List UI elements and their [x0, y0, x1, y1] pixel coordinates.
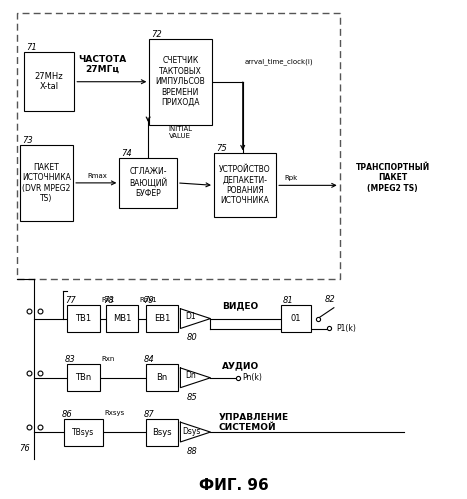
Text: 71: 71: [26, 43, 36, 52]
FancyBboxPatch shape: [146, 305, 178, 332]
Text: 77: 77: [65, 296, 76, 305]
FancyBboxPatch shape: [214, 153, 276, 218]
Text: Pn(k): Pn(k): [243, 373, 262, 382]
Text: arrval_time_clock(i): arrval_time_clock(i): [245, 58, 314, 65]
Text: Rpk: Rpk: [284, 176, 298, 182]
Text: Rxn: Rxn: [101, 356, 114, 362]
Text: EB1: EB1: [154, 314, 170, 323]
Text: АУДИО: АУДИО: [222, 361, 259, 370]
Text: TBn: TBn: [75, 373, 92, 382]
Text: УСТРОЙСТВО
ДЕПАКЕТИ-
РОВАНИЯ
ИСТОЧНИКА: УСТРОЙСТВО ДЕПАКЕТИ- РОВАНИЯ ИСТОЧНИКА: [219, 165, 271, 206]
Text: 83: 83: [65, 355, 76, 364]
Text: Rbx1: Rbx1: [139, 296, 157, 302]
Text: ЧАСТОТА
27МГц: ЧАСТОТА 27МГц: [78, 55, 126, 74]
FancyBboxPatch shape: [20, 145, 73, 221]
FancyBboxPatch shape: [106, 305, 138, 332]
FancyBboxPatch shape: [23, 52, 74, 111]
Text: Bsys: Bsys: [152, 428, 172, 437]
Text: 73: 73: [22, 136, 33, 145]
FancyBboxPatch shape: [281, 305, 311, 332]
Text: Rx1: Rx1: [101, 296, 114, 302]
Text: УПРАВЛЕНИЕ
СИСТЕМОЙ: УПРАВЛЕНИЕ СИСТЕМОЙ: [219, 413, 289, 432]
Text: 78: 78: [103, 296, 114, 305]
Text: Rmax: Rmax: [87, 173, 107, 179]
Text: СЧЕТЧИК
ТАКТОВЫХ
ИМПУЛЬСОВ
ВРЕМЕНИ
ПРИХОДА: СЧЕТЧИК ТАКТОВЫХ ИМПУЛЬСОВ ВРЕМЕНИ ПРИХО…: [156, 56, 205, 107]
Text: СГЛАЖИ-
ВАЮЩИЙ
БУФЕР: СГЛАЖИ- ВАЮЩИЙ БУФЕР: [129, 168, 167, 198]
Text: 86: 86: [62, 410, 72, 419]
Polygon shape: [180, 422, 211, 442]
Text: ПАКЕТ
ИСТОЧНИКА
(DVR MPEG2
TS): ПАКЕТ ИСТОЧНИКА (DVR MPEG2 TS): [22, 163, 71, 203]
Text: TBsys: TBsys: [72, 428, 95, 437]
FancyBboxPatch shape: [17, 12, 340, 279]
Text: INITIAL
VALUE: INITIAL VALUE: [169, 126, 192, 139]
FancyBboxPatch shape: [149, 38, 212, 125]
Text: P1(k): P1(k): [336, 324, 356, 333]
FancyBboxPatch shape: [146, 419, 178, 446]
Text: 87: 87: [143, 410, 154, 419]
Text: D1: D1: [185, 312, 196, 321]
Text: ТРАНСПОРТНЫЙ
ПАКЕТ
(MPEG2 TS): ТРАНСПОРТНЫЙ ПАКЕТ (MPEG2 TS): [355, 163, 430, 193]
Text: MB1: MB1: [113, 314, 131, 323]
Text: 84: 84: [143, 355, 154, 364]
Text: 85: 85: [187, 393, 198, 402]
Text: 79: 79: [143, 296, 154, 305]
Text: 81: 81: [283, 296, 294, 305]
Text: Dsys: Dsys: [183, 427, 201, 436]
Text: Rxsys: Rxsys: [105, 410, 125, 416]
Text: Dn: Dn: [185, 371, 196, 380]
FancyBboxPatch shape: [119, 158, 177, 208]
Text: 01: 01: [290, 314, 301, 323]
FancyBboxPatch shape: [67, 364, 99, 391]
Text: ВИДЕО: ВИДЕО: [222, 302, 258, 311]
Text: 80: 80: [187, 333, 198, 342]
Text: 74: 74: [121, 149, 132, 158]
FancyBboxPatch shape: [67, 305, 99, 332]
Text: 27MHz
X-tal: 27MHz X-tal: [35, 72, 63, 91]
Text: TB1: TB1: [76, 314, 92, 323]
FancyBboxPatch shape: [146, 364, 178, 391]
Polygon shape: [180, 309, 211, 328]
Text: Bn: Bn: [156, 373, 168, 382]
Text: 82: 82: [325, 295, 335, 304]
Text: 75: 75: [216, 144, 227, 153]
Polygon shape: [180, 368, 211, 388]
Text: ФИГ. 96: ФИГ. 96: [198, 478, 269, 493]
Text: 76: 76: [19, 445, 29, 454]
FancyBboxPatch shape: [64, 419, 103, 446]
Text: 88: 88: [187, 447, 198, 456]
Text: 72: 72: [152, 29, 163, 38]
